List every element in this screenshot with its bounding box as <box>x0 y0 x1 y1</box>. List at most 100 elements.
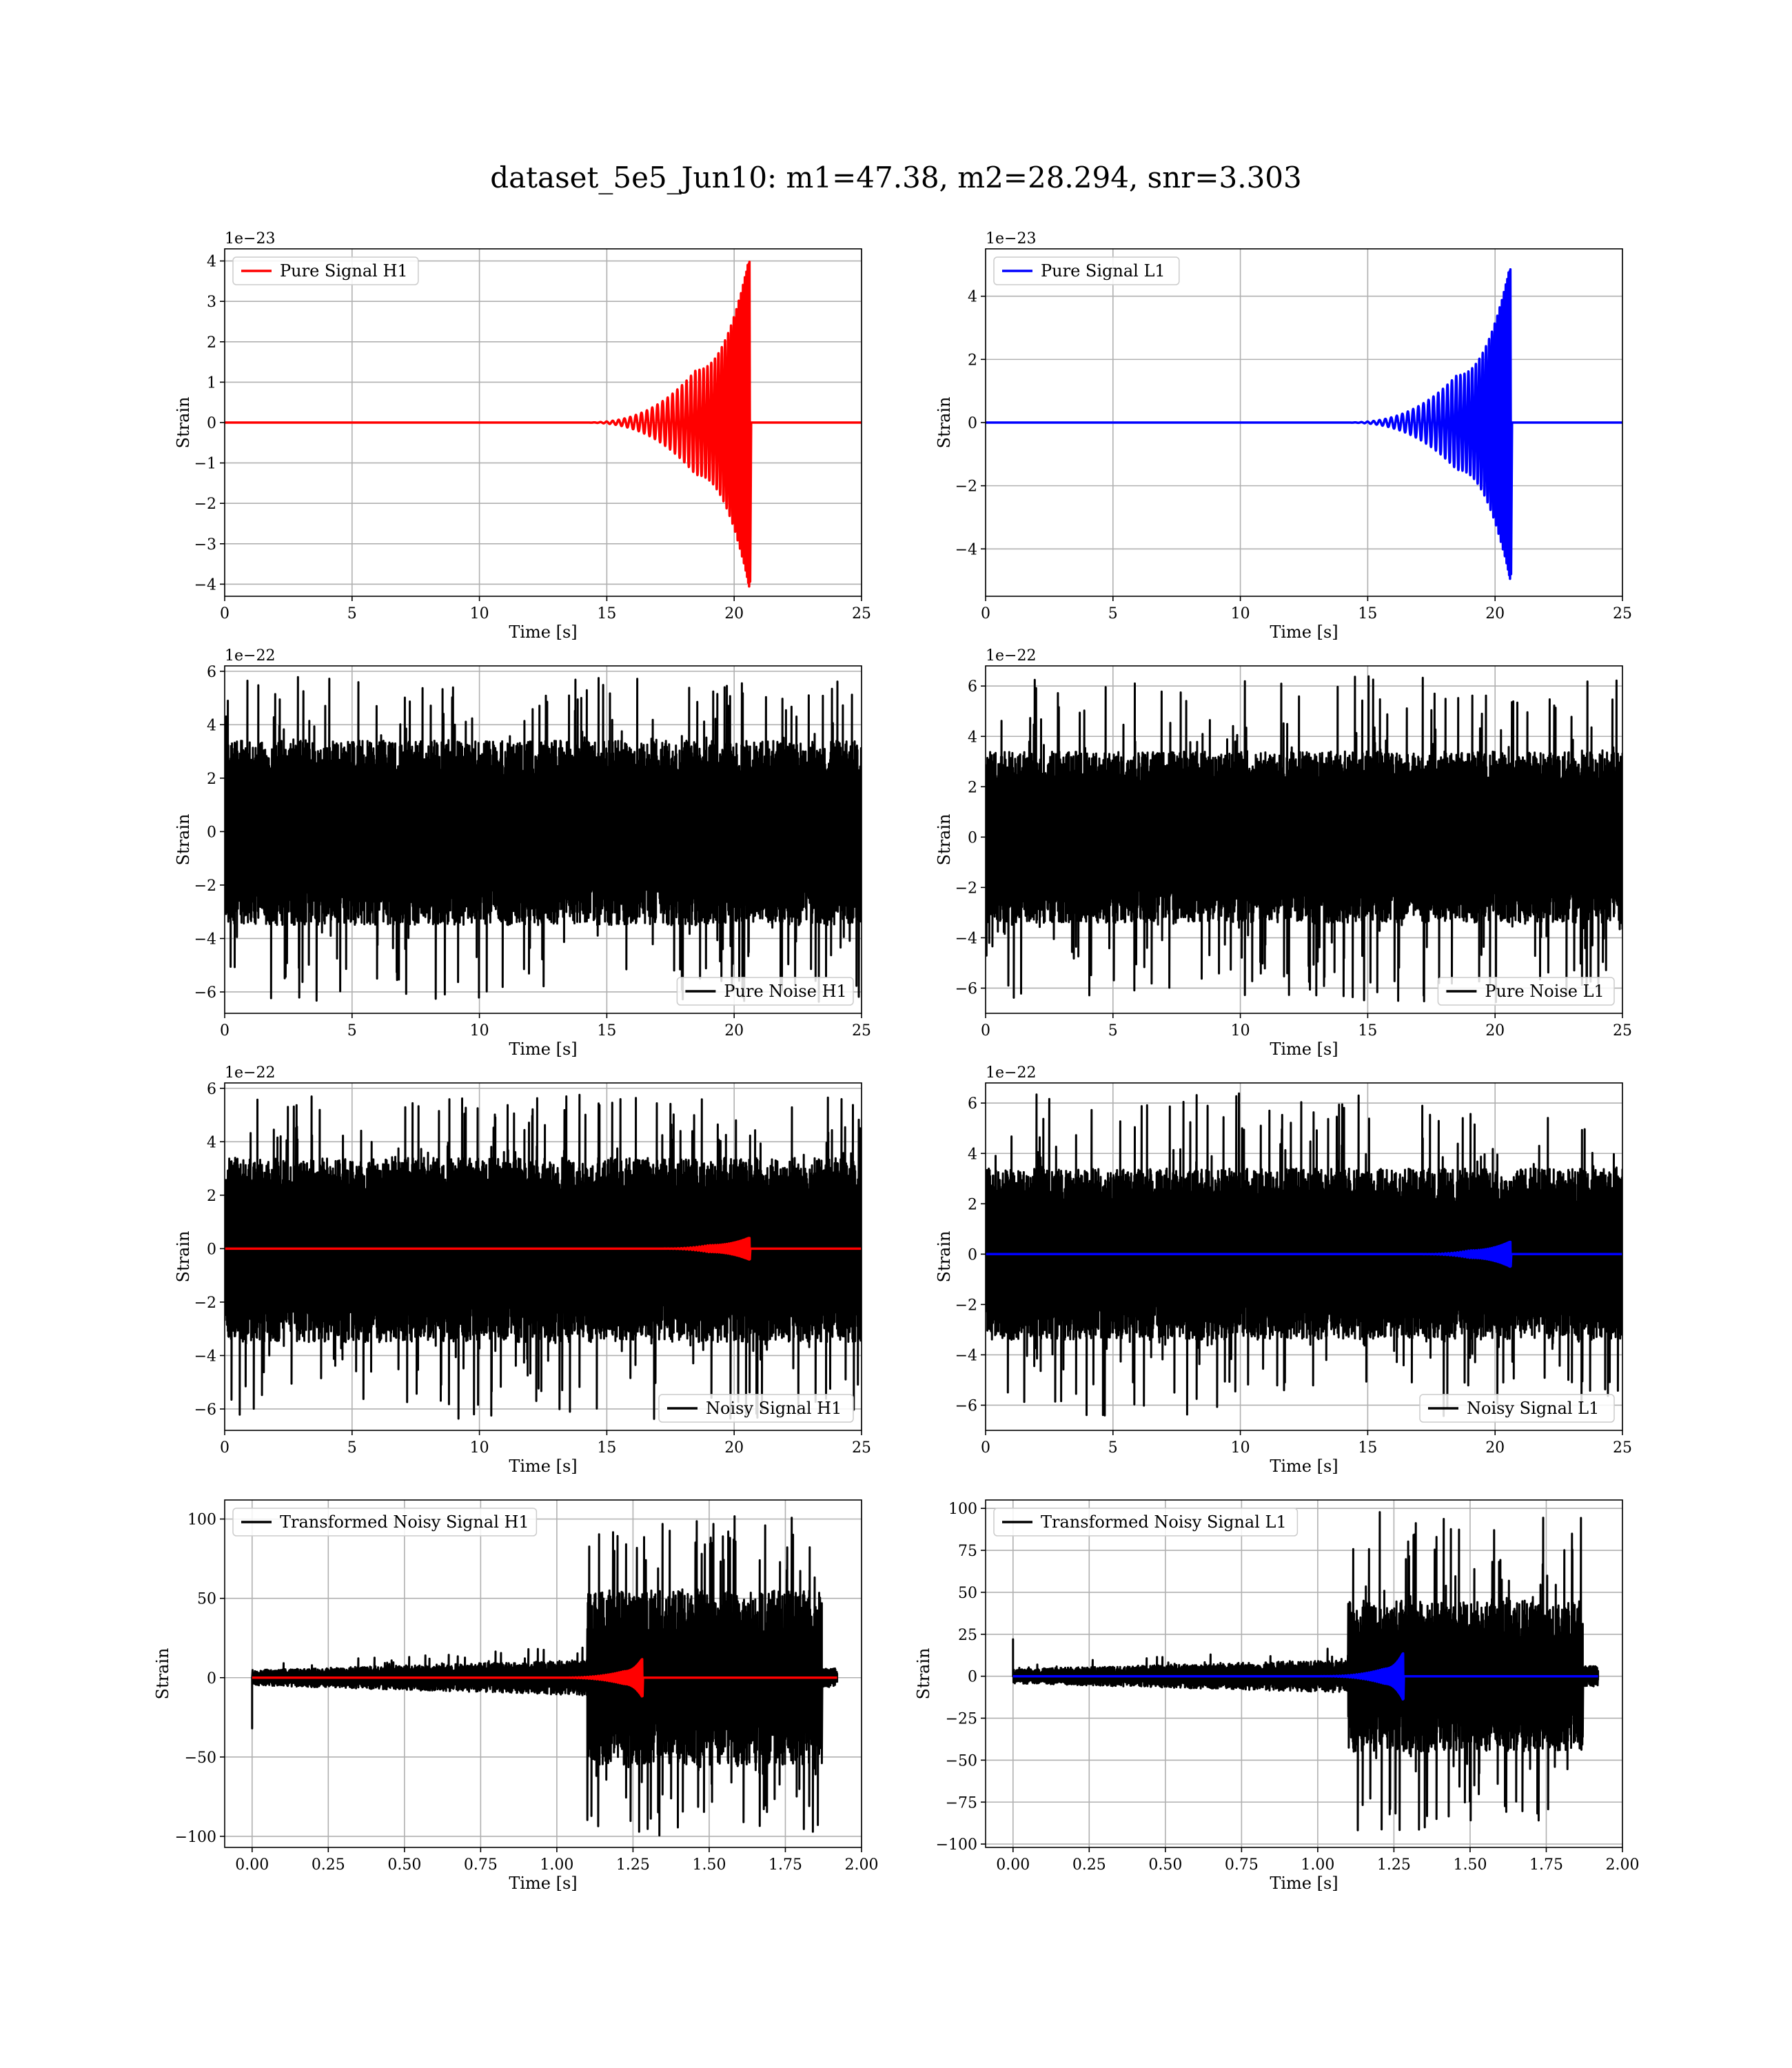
series-line-1 <box>986 268 1622 580</box>
y-tick-label: 0 <box>207 1241 216 1258</box>
y-axis-label: Strain <box>174 814 193 866</box>
y-tick-label: −6 <box>955 1397 977 1415</box>
x-tick-label: 25 <box>852 605 871 622</box>
y-tick-label: 4 <box>207 1134 216 1151</box>
y-axis-label: Strain <box>153 1648 172 1700</box>
x-tick-label: 20 <box>724 605 744 622</box>
x-tick-label: 0.75 <box>464 1856 498 1874</box>
legend-box <box>1437 977 1615 1006</box>
x-tick-label: 0.00 <box>235 1856 269 1874</box>
x-tick-label: 2.00 <box>845 1856 879 1874</box>
x-tick-label: 10 <box>1231 1022 1250 1040</box>
subplot-4: 0 5 10 15 20 25 −6 −4 −2 0 2 4 6 Time [s] Strain 1e−22 P… <box>935 647 1632 1059</box>
y-tick-label: 6 <box>968 678 977 696</box>
legend-box <box>993 1508 1299 1537</box>
subplot-2: 0 5 10 15 20 25 −4 −2 0 2 4 Time [s] Strain 1e−23 Pure… <box>935 230 1632 642</box>
series-line-1 <box>225 261 862 588</box>
subplot-6: 0 5 10 15 20 25 −6 −4 −2 0 2 4 6 Time [s] Strain 1e−22 N… <box>935 1064 1632 1476</box>
axes-frame <box>985 1082 1623 1431</box>
legend-box <box>658 1394 854 1423</box>
x-axis-label: Time [s] <box>1270 1040 1338 1059</box>
x-tick-label: 15 <box>1358 605 1377 622</box>
series-line-1 <box>251 1515 839 1837</box>
y-tick-label: −2 <box>194 1295 216 1312</box>
y-tick-label: 0 <box>207 1670 216 1687</box>
y-tick-label: 0 <box>968 415 977 432</box>
x-tick-label: 1.00 <box>540 1856 573 1874</box>
offset-text: 1e−22 <box>986 647 1036 665</box>
x-tick-label: 0 <box>220 605 230 622</box>
x-axis-label: Time [s] <box>1270 1457 1338 1476</box>
x-tick-label: 2.00 <box>1606 1856 1640 1874</box>
legend-entry: Noisy Signal H1 <box>706 1399 842 1418</box>
y-tick-label: 6 <box>207 1081 216 1098</box>
legend: Pure Signal L1 <box>993 256 1180 285</box>
y-axis-label: Strain <box>935 1231 954 1283</box>
series-line-1 <box>225 676 862 1003</box>
y-axis-label: Strain <box>914 1648 933 1700</box>
series-line-2 <box>1012 1652 1598 1701</box>
legend-box <box>232 1508 538 1537</box>
y-tick-label: 6 <box>968 1095 977 1113</box>
x-tick-label: 5 <box>1108 1439 1118 1457</box>
y-axis-label: Strain <box>174 397 193 449</box>
legend: Pure Signal H1 <box>232 256 419 285</box>
x-tick-label: 10 <box>1231 1439 1250 1457</box>
y-tick-label: −4 <box>194 1348 216 1365</box>
x-tick-label: 20 <box>1485 1439 1505 1457</box>
axes-frame <box>224 1082 862 1431</box>
y-tick-label: −2 <box>955 880 977 897</box>
x-tick-label: 25 <box>1613 1439 1632 1457</box>
x-tick-label: 10 <box>1231 605 1250 622</box>
figure-title: dataset_5e5_Jun10: m1=47.38, m2=28.294, … <box>490 161 1302 194</box>
x-tick-label: 15 <box>1358 1439 1377 1457</box>
offset-text: 1e−23 <box>986 230 1036 247</box>
y-tick-label: 100 <box>187 1512 216 1529</box>
y-tick-label: 4 <box>968 729 977 746</box>
y-tick-label: 25 <box>958 1627 977 1644</box>
x-tick-label: 25 <box>1613 605 1632 622</box>
y-tick-label: −6 <box>194 1401 216 1419</box>
y-tick-label: 2 <box>968 1196 977 1213</box>
y-tick-label: −1 <box>194 456 216 473</box>
offset-text: 1e−23 <box>225 230 275 247</box>
x-tick-label: 5 <box>1108 1022 1118 1040</box>
x-tick-label: 1.00 <box>1301 1856 1334 1874</box>
legend-entry: Pure Noise H1 <box>724 982 846 1001</box>
y-tick-label: 4 <box>968 1146 977 1163</box>
axes-frame <box>985 665 1623 1014</box>
axes-frame <box>224 665 862 1014</box>
legend-box <box>1419 1394 1615 1423</box>
y-tick-label: 3 <box>207 294 216 311</box>
y-axis-label: Strain <box>935 397 954 449</box>
axes-frame <box>224 1499 862 1848</box>
x-tick-label: 15 <box>597 605 616 622</box>
y-tick-label: 100 <box>948 1501 977 1518</box>
subplot-5: 0 5 10 15 20 25 −6 −4 −2 0 2 4 6 Time [s] Strain 1e−22 N… <box>174 1064 871 1476</box>
y-tick-label: 4 <box>968 289 977 306</box>
subplot-1: 0 5 10 15 20 25 −4 −3 −2 −1 0 1 2 3 4 Time [s] Strain 1e−… <box>174 230 871 642</box>
x-tick-label: 0.50 <box>387 1856 421 1874</box>
x-tick-label: 25 <box>852 1022 871 1040</box>
series-line-1 <box>225 1093 862 1420</box>
x-tick-label: 5 <box>1108 605 1118 622</box>
series-line-1 <box>986 675 1622 1004</box>
series-line-2 <box>986 1240 1622 1268</box>
x-tick-label: 0.25 <box>1072 1856 1106 1874</box>
x-tick-label: 10 <box>470 1022 489 1040</box>
y-tick-label: 0 <box>207 415 216 432</box>
y-tick-label: −4 <box>194 931 216 948</box>
y-tick-label: 75 <box>958 1543 977 1560</box>
legend-box <box>676 977 854 1006</box>
x-tick-label: 1.75 <box>768 1856 802 1874</box>
offset-text: 1e−22 <box>986 1064 1036 1082</box>
x-tick-label: 0 <box>981 1022 990 1040</box>
y-tick-label: −75 <box>946 1794 977 1812</box>
x-axis-label: Time [s] <box>1270 622 1338 642</box>
y-axis-label: Strain <box>174 1231 193 1283</box>
y-tick-label: 4 <box>207 254 216 271</box>
legend-box <box>232 256 419 285</box>
y-tick-label: 2 <box>968 352 977 369</box>
y-tick-label: −50 <box>946 1752 977 1770</box>
legend: Transformed Noisy Signal H1 <box>232 1508 538 1537</box>
